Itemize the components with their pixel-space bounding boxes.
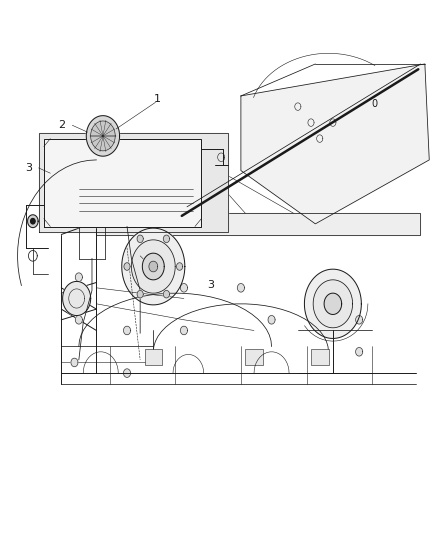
Text: 1: 1	[154, 94, 161, 103]
Polygon shape	[31, 219, 35, 224]
Text: 2: 2	[58, 120, 65, 130]
Polygon shape	[142, 253, 164, 280]
Polygon shape	[124, 326, 131, 335]
Polygon shape	[324, 293, 342, 314]
Polygon shape	[356, 348, 363, 356]
Polygon shape	[180, 284, 187, 292]
Polygon shape	[124, 263, 130, 270]
Polygon shape	[131, 240, 175, 293]
Polygon shape	[137, 290, 143, 298]
Polygon shape	[163, 290, 170, 298]
Polygon shape	[241, 64, 429, 224]
Polygon shape	[237, 284, 244, 292]
Bar	[145, 349, 162, 365]
Polygon shape	[39, 133, 228, 232]
Polygon shape	[180, 326, 187, 335]
Polygon shape	[28, 215, 38, 228]
Polygon shape	[86, 116, 120, 156]
Polygon shape	[75, 316, 82, 324]
Bar	[245, 349, 263, 365]
Text: 3: 3	[207, 280, 214, 290]
Polygon shape	[122, 228, 185, 305]
Polygon shape	[75, 273, 82, 281]
Polygon shape	[137, 235, 143, 243]
Polygon shape	[304, 269, 361, 338]
Bar	[311, 349, 328, 365]
Text: 3: 3	[25, 163, 32, 173]
Polygon shape	[268, 316, 275, 324]
Polygon shape	[91, 121, 115, 151]
Polygon shape	[356, 316, 363, 324]
Polygon shape	[149, 261, 158, 272]
Text: 0: 0	[371, 99, 378, 109]
Polygon shape	[313, 280, 353, 328]
Polygon shape	[177, 263, 183, 270]
Polygon shape	[71, 358, 78, 367]
Polygon shape	[96, 213, 420, 235]
Polygon shape	[163, 235, 170, 243]
Polygon shape	[44, 139, 201, 227]
Polygon shape	[124, 369, 131, 377]
Polygon shape	[63, 281, 91, 316]
